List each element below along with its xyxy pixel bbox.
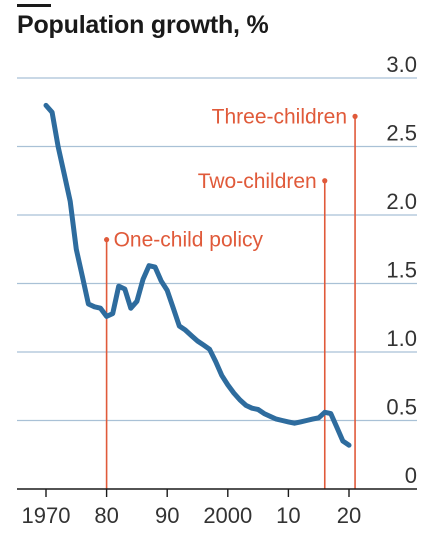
x-tick-label: 20: [337, 503, 361, 528]
x-tick-label: 90: [155, 503, 179, 528]
x-tick-label: 80: [94, 503, 118, 528]
annotation-label: Three-children: [212, 105, 347, 128]
annotation-dot: [104, 237, 110, 243]
annotation-label: One-child policy: [114, 229, 264, 252]
axes: [17, 488, 417, 497]
y-tick-label: 2.0: [386, 189, 417, 214]
annotation-dot: [352, 113, 358, 119]
tick-labels: 0 0.5 1.0 1.5 2.0 2.5 3.0 1970 80 90 2000 10 20: [22, 52, 417, 528]
annotation-label: Two-children: [198, 170, 317, 193]
series-line: [43, 102, 352, 448]
y-tick-label: 1.5: [386, 258, 417, 283]
y-tick-label: 0.5: [386, 395, 417, 420]
chart-title: Population growth, %: [17, 11, 269, 39]
x-tick-label: 1970: [22, 503, 71, 528]
y-tick-label: 1.0: [386, 326, 417, 351]
series-group: [43, 102, 352, 448]
y-tick-label: 0: [405, 463, 417, 488]
title-rule: [17, 4, 51, 7]
x-tick-label: 2000: [203, 503, 252, 528]
x-tick-label: 10: [276, 503, 300, 528]
annotation-dot: [322, 178, 328, 184]
y-tick-label: 3.0: [386, 52, 417, 77]
annotation-markers: [104, 113, 358, 489]
y-tick-label: 2.5: [386, 121, 417, 146]
annotation-labels: One-child policy Two-children Three-childr…: [114, 105, 347, 251]
